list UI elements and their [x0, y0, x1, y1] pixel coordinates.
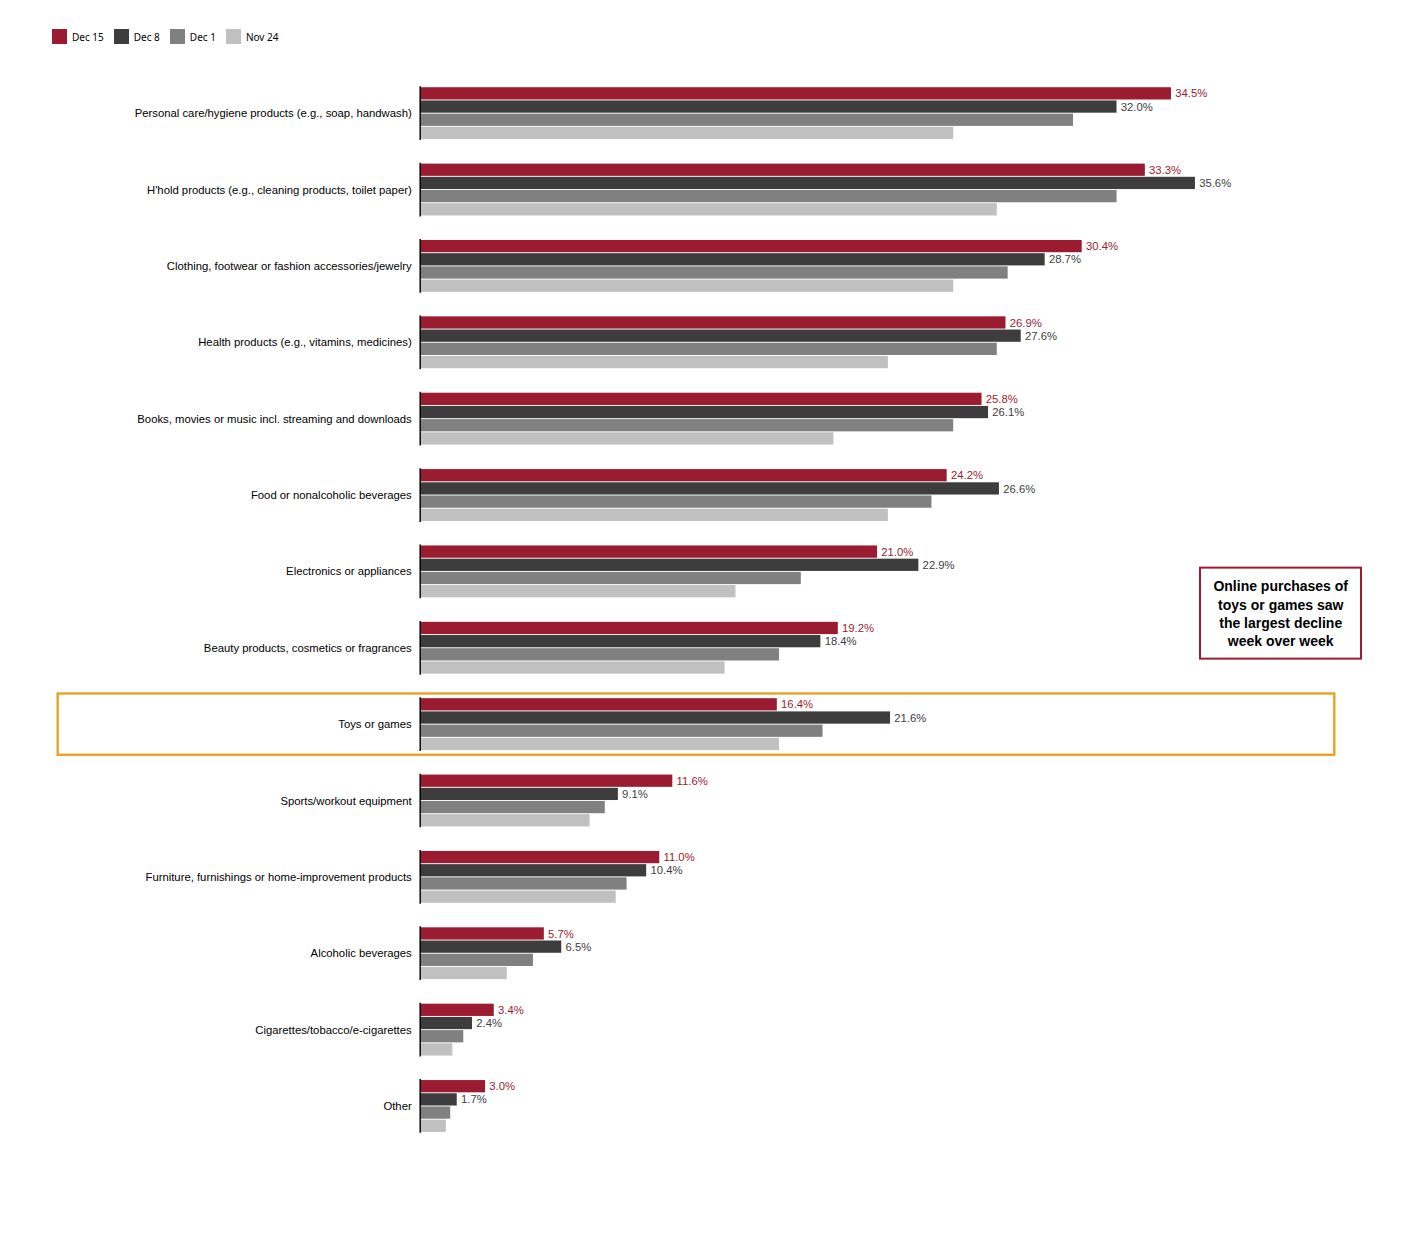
- svg-text:16.4%: 16.4%: [781, 698, 813, 710]
- svg-text:Toys or games: Toys or games: [338, 718, 412, 730]
- svg-text:9.1%: 9.1%: [622, 788, 648, 800]
- svg-text:19.2%: 19.2%: [842, 622, 874, 634]
- svg-text:Other: Other: [383, 1100, 411, 1112]
- svg-text:35.6%: 35.6%: [1199, 177, 1231, 189]
- svg-text:Beauty products, cosmetics or: Beauty products, cosmetics or fragrances: [204, 642, 412, 654]
- svg-text:Food or nonalcoholic beverages: Food or nonalcoholic beverages: [251, 489, 412, 501]
- svg-text:10.4%: 10.4%: [650, 864, 682, 876]
- html-text:Dec 1: Dec 1: [189, 29, 216, 44]
- svg-text:Clothing, footwear or fashion: Clothing, footwear or fashion accessorie…: [167, 260, 412, 272]
- svg-text:Health products (e.g., vitamin: Health products (e.g., vitamins, medicin…: [198, 336, 412, 348]
- svg-text:28.7%: 28.7%: [1049, 253, 1081, 265]
- svg-text:26.9%: 26.9%: [1010, 317, 1042, 329]
- svg-text:2.4%: 2.4%: [476, 1017, 502, 1029]
- svg-text:Alcoholic beverages: Alcoholic beverages: [311, 947, 412, 959]
- svg-text:3.4%: 3.4%: [498, 1004, 524, 1016]
- svg-text:11.6%: 11.6%: [677, 775, 708, 787]
- svg-text:Cigarettes/tobacco/e-cigarette: Cigarettes/tobacco/e-cigarettes: [255, 1024, 412, 1036]
- svg-text:Personal care/hygiene products: Personal care/hygiene products (e.g., so…: [135, 107, 412, 119]
- html-text:Dec 15: Dec 15: [72, 29, 104, 44]
- svg-text:21.6%: 21.6%: [894, 712, 926, 724]
- svg-text:11.0%: 11.0%: [663, 851, 694, 863]
- svg-text:Sports/workout equipment: Sports/workout equipment: [280, 795, 412, 807]
- svg-text:34.5%: 34.5%: [1175, 87, 1207, 99]
- html-text:Online purchases of toys or ga: Online purchases of toys or games saw th…: [1213, 578, 1348, 649]
- svg-text:26.6%: 26.6%: [1003, 483, 1035, 495]
- svg-text:22.9%: 22.9%: [923, 559, 955, 571]
- svg-text:33.3%: 33.3%: [1149, 164, 1181, 176]
- svg-text:32.0%: 32.0%: [1121, 101, 1153, 113]
- svg-text:3.0%: 3.0%: [489, 1080, 515, 1092]
- svg-text:5.7%: 5.7%: [548, 928, 574, 940]
- svg-text:18.4%: 18.4%: [825, 635, 857, 647]
- svg-text:30.4%: 30.4%: [1086, 240, 1118, 252]
- svg-text:H'hold products (e.g., cleanin: H'hold products (e.g., cleaning products…: [147, 184, 412, 196]
- svg-text:Books, movies or music incl. s: Books, movies or music incl. streaming a…: [137, 413, 412, 425]
- html-text:Dec 8: Dec 8: [133, 29, 160, 44]
- svg-text:6.5%: 6.5%: [565, 941, 591, 953]
- svg-text:1.7%: 1.7%: [461, 1093, 487, 1105]
- svg-text:25.8%: 25.8%: [986, 393, 1018, 405]
- svg-text:27.6%: 27.6%: [1025, 330, 1057, 342]
- svg-text:Electronics or appliances: Electronics or appliances: [286, 565, 412, 577]
- svg-text:26.1%: 26.1%: [992, 406, 1024, 418]
- svg-text:Furniture, furnishings or home: Furniture, furnishings or home-improveme…: [145, 871, 412, 883]
- html-text:Nov 24: Nov 24: [245, 29, 279, 44]
- svg-text:24.2%: 24.2%: [951, 469, 983, 481]
- svg-text:21.0%: 21.0%: [881, 546, 913, 558]
